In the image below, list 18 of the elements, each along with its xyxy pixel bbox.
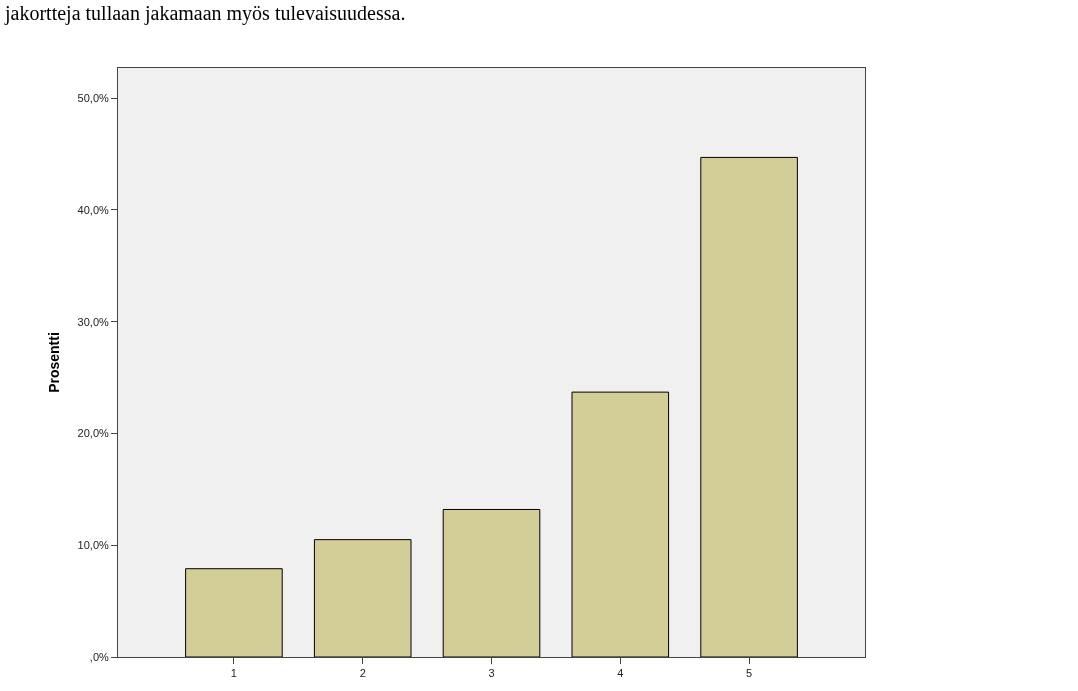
bar [313, 539, 412, 657]
y-tick-label: 20,0% [77, 427, 110, 440]
y-tick-label: 10,0% [77, 539, 110, 552]
y-tick-label: 30,0% [77, 315, 110, 328]
x-tick-label: 3 [488, 667, 495, 680]
text: jakortteja tullaan jakamaan myös tulevaisuudessa. [4, 2, 406, 25]
bar [700, 156, 798, 657]
y-tick-label: 50,0% [77, 92, 110, 105]
x-tick-label: 2 [359, 667, 366, 680]
bar [185, 568, 283, 657]
x-tick-label: 1 [230, 667, 237, 680]
y-tick-label: ,0% [89, 650, 110, 663]
y-axis-title: Prosentti [46, 332, 63, 393]
y-tick-label: 40,0% [77, 203, 110, 216]
bar [571, 391, 670, 657]
x-tick-label: 5 [746, 667, 753, 680]
x-tick-label: 4 [617, 667, 624, 680]
bar [442, 508, 541, 657]
